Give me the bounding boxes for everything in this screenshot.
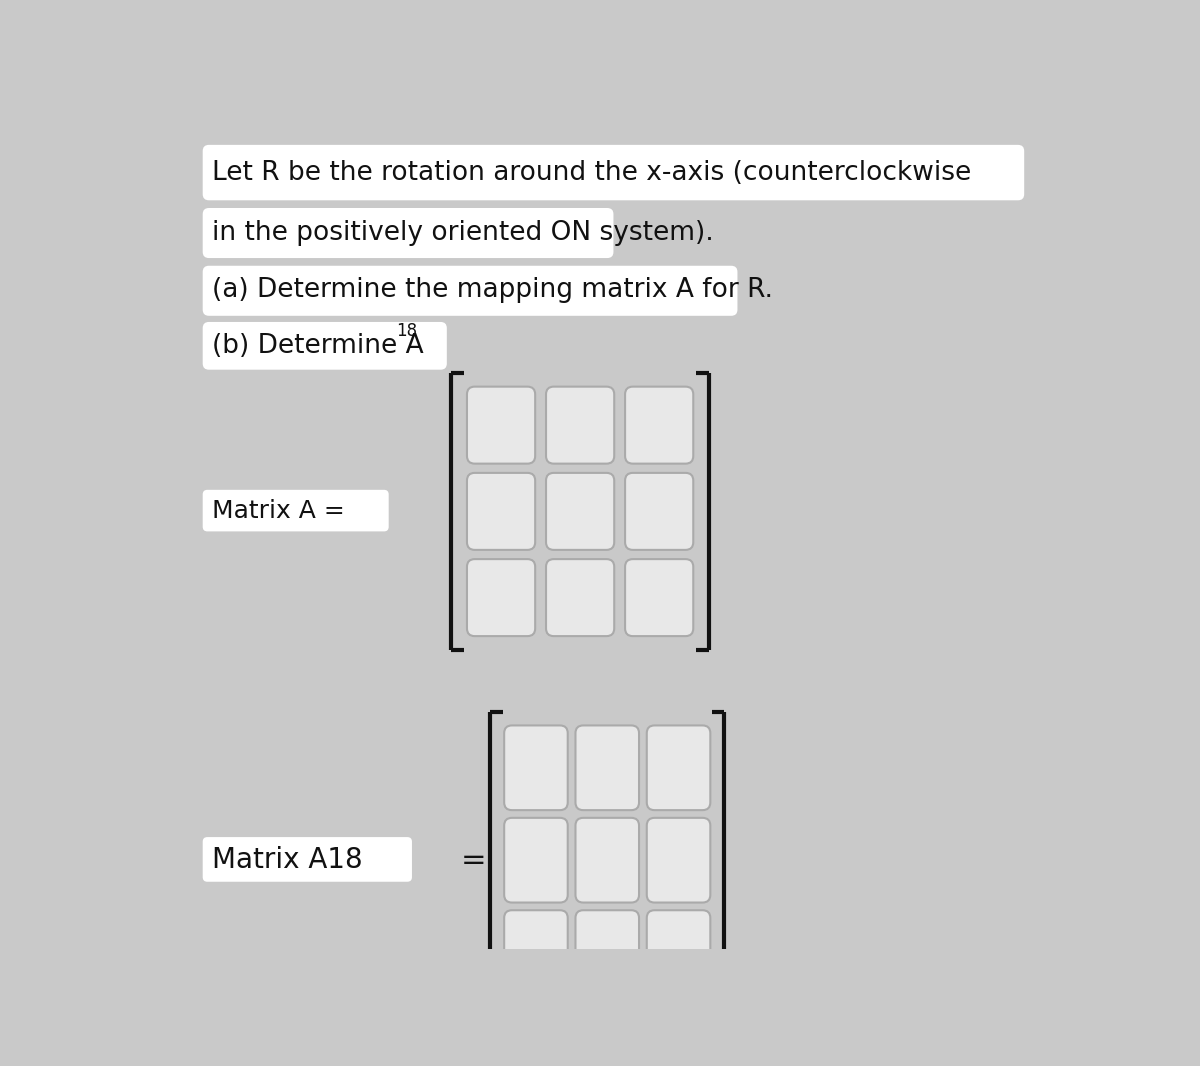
FancyBboxPatch shape	[203, 837, 412, 882]
FancyBboxPatch shape	[647, 818, 710, 903]
Text: in the positively oriented ON system).: in the positively oriented ON system).	[212, 220, 714, 245]
FancyBboxPatch shape	[647, 726, 710, 810]
FancyBboxPatch shape	[625, 473, 694, 550]
FancyBboxPatch shape	[203, 322, 446, 370]
FancyBboxPatch shape	[467, 473, 535, 550]
FancyBboxPatch shape	[625, 387, 694, 464]
FancyBboxPatch shape	[504, 818, 568, 903]
FancyBboxPatch shape	[203, 145, 1025, 200]
FancyBboxPatch shape	[203, 265, 738, 316]
Text: 18: 18	[396, 322, 418, 340]
FancyBboxPatch shape	[504, 910, 568, 995]
Text: Let R be the rotation around the x-axis (counterclockwise: Let R be the rotation around the x-axis …	[212, 160, 971, 185]
FancyBboxPatch shape	[203, 489, 389, 531]
Text: Matrix A18: Matrix A18	[212, 846, 362, 874]
FancyBboxPatch shape	[625, 560, 694, 636]
FancyBboxPatch shape	[576, 726, 640, 810]
FancyBboxPatch shape	[647, 910, 710, 995]
Text: =: =	[461, 845, 486, 875]
FancyBboxPatch shape	[467, 560, 535, 636]
FancyBboxPatch shape	[546, 387, 614, 464]
FancyBboxPatch shape	[546, 560, 614, 636]
FancyBboxPatch shape	[576, 818, 640, 903]
Text: Matrix A =: Matrix A =	[212, 499, 344, 523]
FancyBboxPatch shape	[504, 726, 568, 810]
FancyBboxPatch shape	[203, 208, 613, 258]
Text: (b) Determine A: (b) Determine A	[212, 333, 424, 359]
FancyBboxPatch shape	[467, 387, 535, 464]
FancyBboxPatch shape	[546, 473, 614, 550]
FancyBboxPatch shape	[576, 910, 640, 995]
Text: (a) Determine the mapping matrix A for R.: (a) Determine the mapping matrix A for R…	[212, 277, 773, 304]
